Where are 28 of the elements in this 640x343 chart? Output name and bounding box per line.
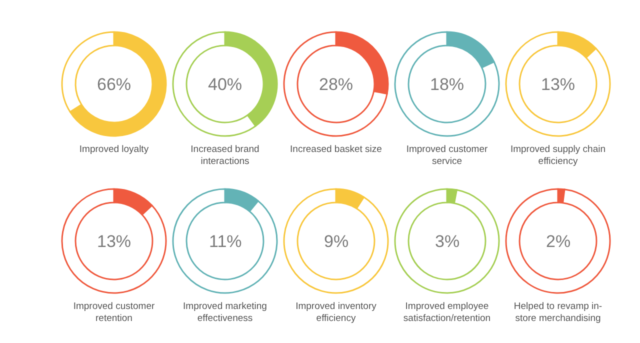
text: Improved customer service [405,144,489,168]
text: Improved inventory efficiency [294,301,378,325]
text: 40% [208,75,242,94]
donut-slice [505,188,611,294]
text: 3% [435,232,460,251]
text: 18% [430,75,464,94]
text: 2% [546,232,571,251]
text: 28% [319,75,354,94]
text: 9% [324,232,349,251]
text: 11% [209,232,242,251]
text: Helped to revamp in-store merchandising [512,301,604,325]
text: Improved employee satisfaction/retention [402,301,492,325]
text: Improved marketing effectiveness [182,301,268,325]
text: 13% [541,75,576,94]
donut-slice [394,31,500,137]
text: Increased basket size [289,144,383,156]
donut-slice [505,31,611,137]
donut-slice [283,31,388,137]
text: 66% [97,75,132,94]
donut-slice [394,188,500,294]
text: Improved customer retention [72,301,156,325]
text: 13% [97,232,132,251]
text: Increased brand interactions [190,144,260,168]
donut-slice [61,188,167,294]
text: Improved supply chain efficiency [509,144,607,168]
donut-slice [283,188,389,294]
text: Improved loyalty [78,144,150,156]
donut-slice [172,188,278,294]
